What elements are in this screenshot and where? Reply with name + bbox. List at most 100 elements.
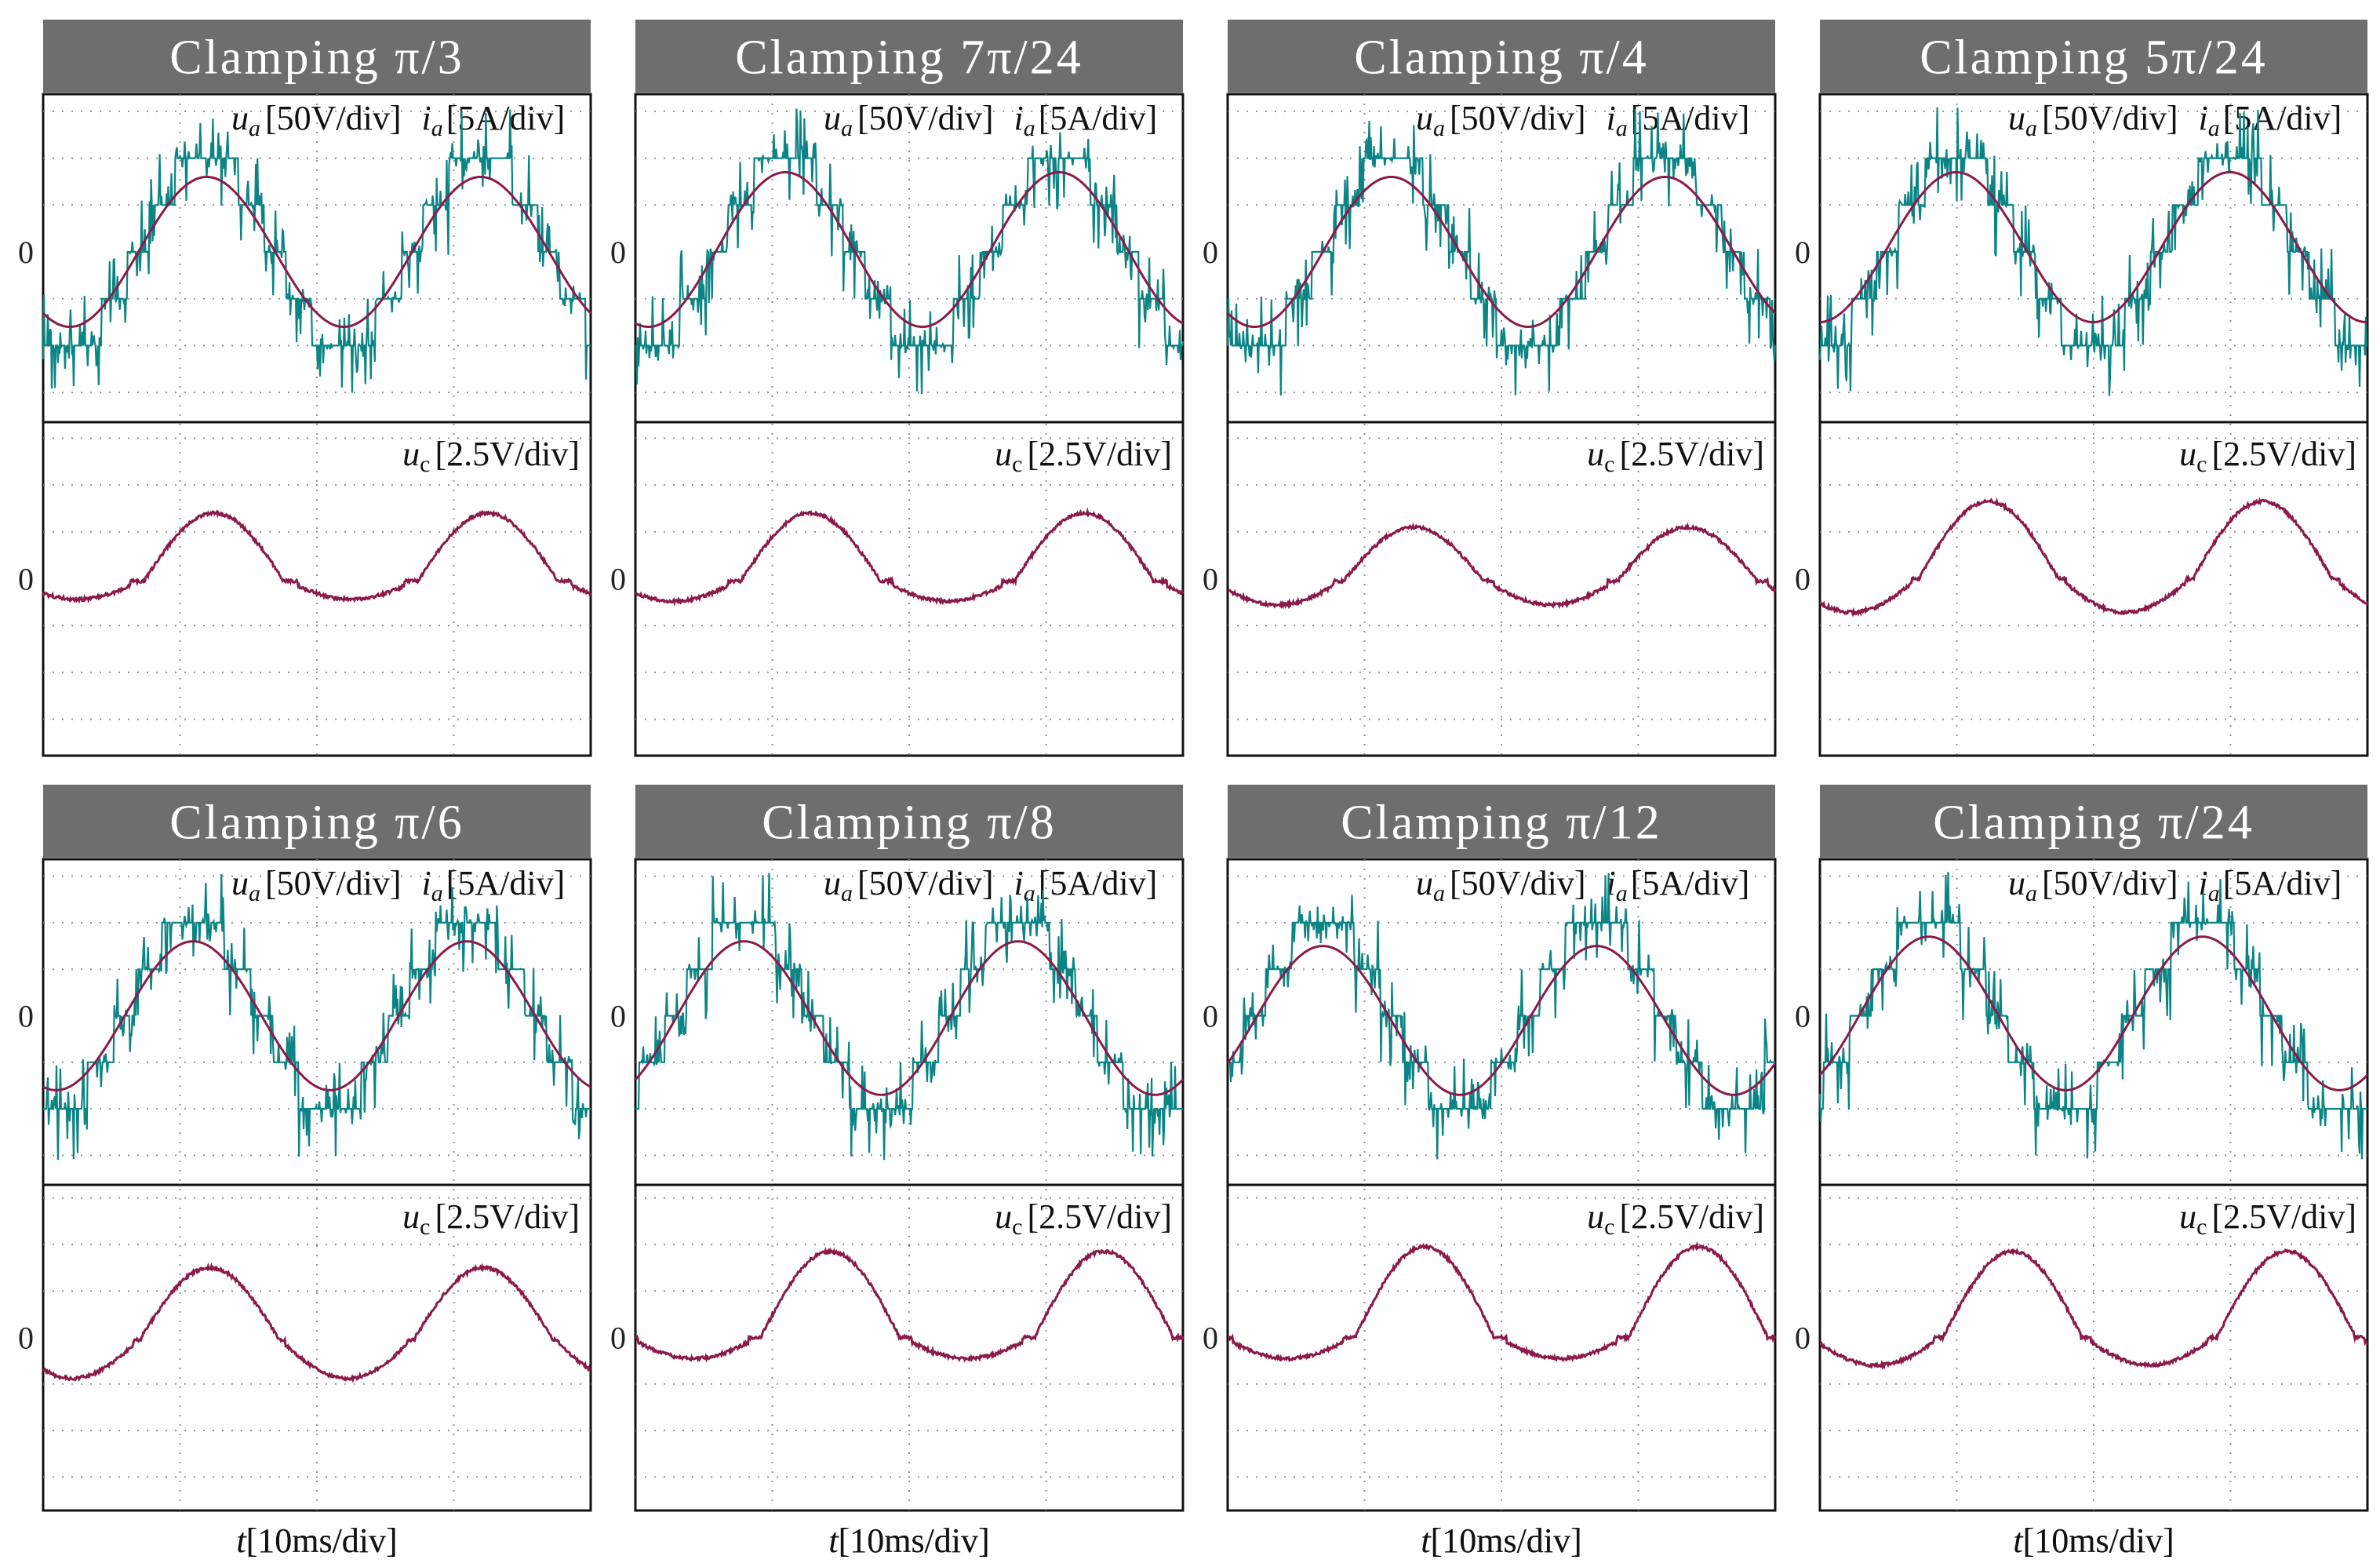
panel-title: Clamping π/6: [169, 796, 464, 850]
ua-waveform: [635, 873, 1183, 1161]
zero-label: 0: [1203, 999, 1218, 1034]
lower-plot-frame: [1818, 421, 2369, 757]
lower-plot-frame: [42, 421, 592, 757]
series-label-ua-ia: ua [50V/div] ia[5A/div]: [824, 864, 1157, 906]
grid: [43, 94, 591, 756]
ia-waveform: [1226, 176, 1777, 328]
panel-header: [1820, 785, 2367, 858]
ua-waveform: [1818, 871, 2367, 1160]
ia-waveform: [1818, 935, 2369, 1091]
zero-label: 0: [610, 562, 626, 597]
series-label-uc: uc [2.5V/div]: [2179, 435, 2356, 477]
x-axis-label: t[10ms/div]: [236, 1521, 397, 1560]
panel-header: [635, 785, 1183, 858]
upper-plot-frame: [1818, 93, 2369, 424]
uc-waveform: [42, 509, 592, 604]
x-axis-label: t[10ms/div]: [2013, 1521, 2174, 1560]
series-label-ua-ia: ua [50V/div] ia[5A/div]: [1416, 99, 1749, 141]
clamping-panel: Clamping π/8 0 0 ua [50V/div] ia[5A/div] uc [2.…: [610, 785, 1185, 1560]
panel-title: Clamping π/3: [169, 31, 464, 85]
upper-plot-frame: [1818, 858, 2369, 1186]
x-axis-label: t[10ms/div]: [828, 1521, 989, 1560]
zero-label: 0: [18, 1321, 34, 1356]
uc-waveform: [1227, 1241, 1777, 1363]
zero-label: 0: [18, 562, 34, 597]
uc-waveform: [635, 507, 1185, 607]
panel-header: [635, 20, 1183, 93]
series-label-ua-ia: ua [50V/div] ia[5A/div]: [824, 99, 1157, 141]
panel-header: [1228, 785, 1775, 858]
zero-label: 0: [18, 999, 34, 1034]
uc-waveform: [42, 1262, 591, 1383]
clamping-panel: Clamping π/6 0 0 ua [50V/div] ia[5A/div] uc [2.…: [18, 785, 592, 1560]
clamping-panel: Clamping 5π/24 0 0 ua [50V/div] ia[5A/div] uc[…: [1795, 20, 2369, 1560]
ua-waveform: [635, 108, 1185, 395]
zero-label: 0: [1203, 1321, 1218, 1356]
series-label-uc: uc [2.5V/div]: [995, 435, 1172, 477]
panel-title: Clamping π/24: [1933, 796, 2254, 850]
upper-plot-frame: [634, 93, 1185, 424]
clamping-panel: Clamping π/4 0 0 ua [50V/div] ia[5A/div] uc [2.…: [1203, 20, 1777, 1560]
x-axis-label: t[10ms/div]: [1421, 1521, 1581, 1560]
ua-waveform: [1226, 108, 1777, 396]
panel-header: [1820, 20, 2367, 93]
lower-plot-frame: [634, 1183, 1185, 1512]
ia-waveform: [42, 176, 592, 328]
x-axis-label: t[10ms/div]: [236, 1521, 397, 1560]
x-axis-label: t[10ms/div]: [1421, 1521, 1581, 1560]
series-label-uc: uc [2.5V/div]: [1587, 1197, 1764, 1240]
ia-waveform: [1226, 945, 1777, 1096]
zero-label: 0: [1203, 235, 1218, 270]
series-label-uc: uc [2.5V/div]: [402, 1197, 580, 1240]
series-label-ua-ia: ua [50V/div] ia[5A/div]: [1416, 864, 1749, 906]
series-label-uc: uc [2.5V/div]: [1587, 435, 1764, 477]
series-label-ua-ia: ua [50V/div] ia[5A/div]: [2008, 99, 2342, 141]
zero-label: 0: [1795, 235, 1810, 270]
panel-title: Clamping 7π/24: [735, 31, 1083, 85]
clamping-panel: Clamping 7π/24 0 0 ua [50V/div] ia[5A/div] uc[…: [610, 20, 1185, 1560]
uc-waveform: [1818, 497, 2369, 618]
zero-label: 0: [1795, 1321, 1810, 1356]
zero-label: 0: [610, 235, 626, 270]
panel-header: [43, 20, 591, 93]
zero-label: 0: [18, 235, 34, 270]
grid: [1228, 94, 1775, 756]
zero-label: 0: [610, 1321, 626, 1356]
x-axis-label: t[10ms/div]: [828, 1521, 989, 1560]
series-label-ua-ia: ua [50V/div] ia[5A/div]: [231, 864, 565, 906]
upper-plot-frame: [42, 858, 592, 1186]
uc-waveform: [1227, 522, 1777, 610]
series-label-uc: uc [2.5V/div]: [2179, 1197, 2356, 1240]
series-label-ua-ia: ua [50V/div] ia[5A/div]: [231, 99, 565, 141]
ua-waveform: [43, 874, 591, 1161]
zero-label: 0: [610, 999, 626, 1034]
ia-waveform: [1819, 171, 2367, 324]
ua-waveform: [1818, 107, 2368, 396]
x-axis-label: t[10ms/div]: [2013, 1521, 2174, 1560]
clamping-panel: Clamping π/12 0 0 ua [50V/div] ia[5A/div] uc [2…: [1203, 785, 1777, 1560]
panel-title: Clamping π/12: [1341, 796, 1662, 850]
panel-title: Clamping 5π/24: [1920, 31, 2268, 85]
panel-header: [43, 785, 591, 858]
uc-waveform: [1819, 1247, 2369, 1370]
zero-label: 0: [1795, 999, 1810, 1034]
clamping-panel: Clamping π/3 0 0 ua [50V/div] ia[5A/div] uc [2.…: [18, 20, 592, 1560]
series-label-uc: uc [2.5V/div]: [402, 435, 580, 477]
zero-label: 0: [1795, 562, 1810, 597]
ua-waveform: [42, 109, 591, 393]
lower-plot-frame: [42, 1183, 592, 1512]
grid: [1228, 859, 1775, 1511]
lower-plot-frame: [1818, 1183, 2369, 1512]
panel-title: Clamping π/4: [1354, 31, 1649, 85]
ia-waveform: [42, 940, 591, 1091]
clamping-panel: Clamping π/24 0 0 ua [50V/div] ia[5A/div] uc [2…: [1795, 785, 2369, 1560]
ia-waveform: [635, 171, 1184, 328]
upper-plot-frame: [1226, 858, 1777, 1186]
upper-plot-frame: [1226, 93, 1777, 424]
ia-waveform: [634, 940, 1185, 1096]
lower-plot-frame: [1226, 1183, 1777, 1512]
panel-title: Clamping π/8: [762, 796, 1057, 850]
upper-plot-frame: [42, 93, 592, 424]
series-label-ua-ia: ua [50V/div] ia[5A/div]: [2008, 864, 2342, 906]
